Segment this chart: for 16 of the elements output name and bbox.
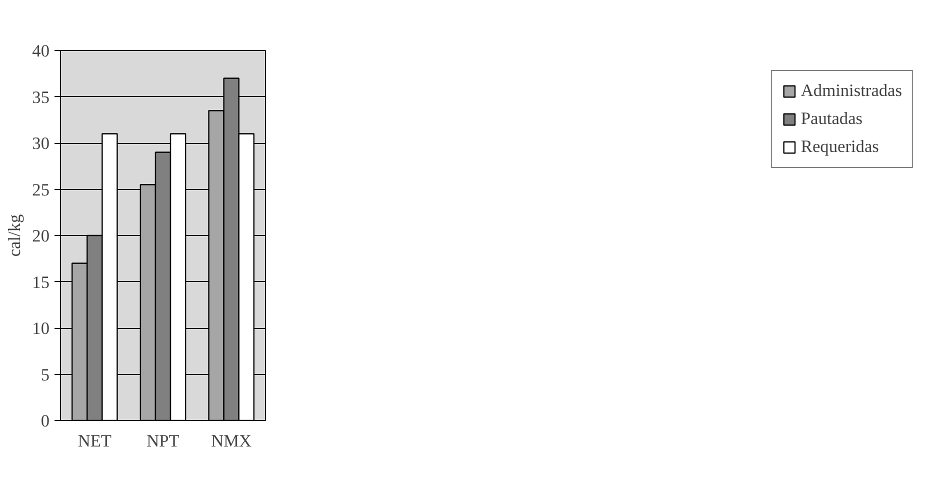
legend-label: Requeridas	[800, 137, 879, 157]
y-tick-label: 0	[40, 412, 50, 430]
x-tick-label: NPT	[146, 432, 180, 450]
y-tick-label: 35	[32, 88, 50, 107]
y-tick-label: 5	[40, 365, 50, 384]
legend-label: Administradas	[800, 81, 902, 101]
y-tick-label: 10	[32, 319, 50, 338]
y-tick-label: 20	[32, 226, 50, 246]
legend-label: Pautadas	[800, 109, 863, 129]
y-tick-label: 40	[32, 42, 50, 60]
y-tick-label: 25	[32, 180, 50, 200]
y-tick-label: 15	[32, 272, 50, 292]
x-tick-label: NMX	[211, 432, 252, 450]
y-tick-label: 30	[32, 134, 50, 153]
x-tick-label: NET	[78, 432, 112, 450]
y-axis-title: cal/kg	[5, 214, 24, 257]
